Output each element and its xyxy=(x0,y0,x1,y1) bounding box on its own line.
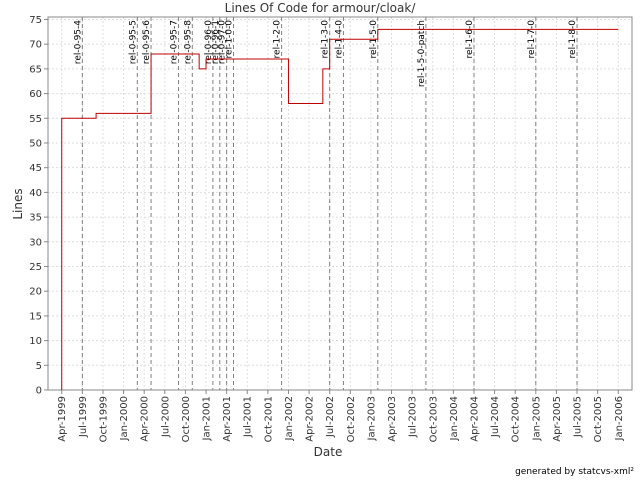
x-tick-label: Jul-2002 xyxy=(325,396,336,438)
y-tick-label: 45 xyxy=(29,163,42,174)
x-tick-label: Jul-2004 xyxy=(490,396,501,438)
release-label: rel-1-7-0 xyxy=(527,20,537,59)
x-tick-label: Jul-2005 xyxy=(573,396,584,438)
x-tick-label: Oct-2004 xyxy=(511,396,522,442)
y-tick-label: 60 xyxy=(29,89,42,100)
release-label: rel-1-8-0 xyxy=(568,20,578,59)
x-tick-label: Apr-2000 xyxy=(140,396,151,442)
footer: generated by statcvs-xml² xyxy=(515,467,634,477)
x-tick-label: Apr-2005 xyxy=(552,396,563,442)
x-tick-label: Oct-2002 xyxy=(346,396,357,442)
release-label: rel-0-95-8 xyxy=(183,20,193,64)
x-tick-label: Apr-2002 xyxy=(305,396,316,442)
release-label: rel-0-95-7 xyxy=(170,20,180,64)
y-tick-label: 70 xyxy=(29,40,42,51)
x-tick-label: Jan-2005 xyxy=(531,396,542,441)
y-tick-label: 0 xyxy=(36,386,42,397)
chart-title: Lines Of Code for armour/cloak/ xyxy=(225,1,417,15)
x-tick-label: Jan-2000 xyxy=(119,396,130,441)
y-tick-label: 15 xyxy=(29,311,42,322)
x-tick-label: Jan-2003 xyxy=(366,396,377,441)
x-tick-label: Apr-1999 xyxy=(57,396,68,442)
y-tick-label: 30 xyxy=(29,237,42,248)
x-axis-label: Date xyxy=(314,445,343,459)
x-tick-label: Oct-2003 xyxy=(428,396,439,442)
y-tick-label: 50 xyxy=(29,138,42,149)
y-tick-label: 65 xyxy=(29,64,42,75)
x-tick-label: Jul-2001 xyxy=(243,396,254,438)
x-tick-label: Jan-2006 xyxy=(614,396,625,441)
y-axis-label: Lines xyxy=(11,188,25,219)
x-tick-label: Jan-2004 xyxy=(449,396,460,441)
x-tick-label: Jan-2002 xyxy=(284,396,295,441)
y-tick-label: 55 xyxy=(29,114,42,125)
release-label: rel-0-95-4 xyxy=(73,20,83,64)
y-tick-label: 10 xyxy=(29,336,42,347)
release-label: rel-0-95-6 xyxy=(142,20,152,64)
y-tick-label: 75 xyxy=(29,15,42,26)
release-label: rel-1-3-0 xyxy=(321,20,331,59)
release-label: rel-1-0-0 xyxy=(225,20,235,59)
release-label: rel-1-6-0 xyxy=(465,20,475,59)
release-label: rel-0-96-1 xyxy=(211,20,221,64)
y-tick-label: 35 xyxy=(29,213,42,224)
release-label: rel-0-95-5 xyxy=(128,20,138,64)
data-line xyxy=(61,28,619,390)
x-tick-label: Oct-2000 xyxy=(181,396,192,442)
release-label: rel-0-96-0 xyxy=(204,20,214,64)
x-tick-label: Apr-2004 xyxy=(469,396,480,442)
x-tick-label: Apr-2001 xyxy=(222,396,233,442)
release-label: rel-1-5-0-patch xyxy=(417,20,427,87)
x-tick-label: Jul-2003 xyxy=(408,396,419,438)
x-tick-label: Oct-2005 xyxy=(593,396,604,442)
x-tick-label: Jul-2000 xyxy=(160,396,171,438)
release-label: rel-0-97-0 xyxy=(218,20,228,64)
x-tick-label: Apr-2003 xyxy=(387,396,398,442)
x-tick-label: Oct-2001 xyxy=(263,396,274,442)
x-tick-label: Oct-1999 xyxy=(98,396,109,442)
x-tick-label: Jan-2001 xyxy=(202,396,213,441)
y-tick-label: 40 xyxy=(29,188,42,199)
plot-border xyxy=(47,16,633,391)
y-tick-label: 20 xyxy=(29,287,42,298)
y-tick-label: 5 xyxy=(36,361,42,372)
y-tick-label: 25 xyxy=(29,262,42,273)
release-label: rel-1-2-0 xyxy=(273,20,283,59)
x-tick-label: Jul-1999 xyxy=(78,396,89,438)
